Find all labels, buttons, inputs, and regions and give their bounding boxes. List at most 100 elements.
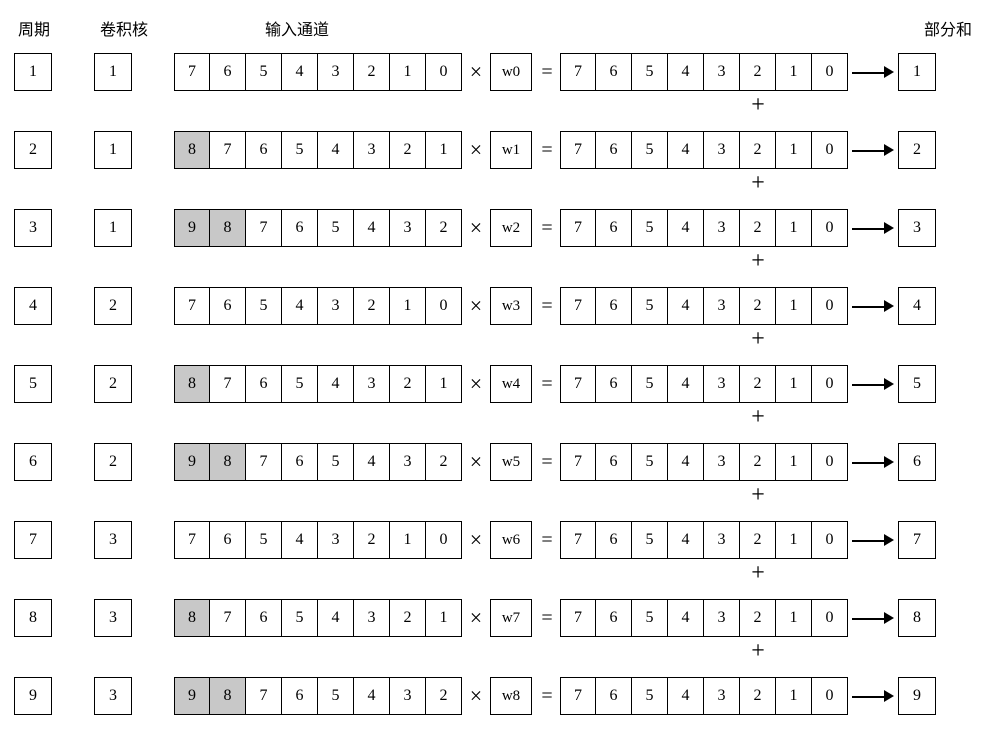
weight-cell: w4: [490, 365, 532, 403]
weight-cell: w3: [490, 287, 532, 325]
header-input: 输入通道: [247, 16, 347, 40]
input-cell: 0: [426, 521, 462, 559]
header-cycle: 周期: [14, 16, 54, 40]
partial-sum-cell: 2: [898, 131, 936, 169]
plus-symbol: +: [744, 404, 772, 431]
input-cell: 5: [246, 287, 282, 325]
input-cell: 8: [210, 443, 246, 481]
output-cell: 0: [812, 599, 848, 637]
equals-symbol: =: [532, 217, 560, 240]
partial-sum-cell: 6: [898, 443, 936, 481]
output-strip: 76543210: [560, 521, 848, 559]
input-cell: 9: [174, 677, 210, 715]
output-cell: 4: [668, 677, 704, 715]
input-cell: 5: [282, 131, 318, 169]
output-cell: 7: [560, 209, 596, 247]
input-cell: 3: [390, 443, 426, 481]
equals-symbol: =: [532, 373, 560, 396]
weight-cell: w6: [490, 521, 532, 559]
input-cell: 6: [210, 53, 246, 91]
output-cell: 4: [668, 443, 704, 481]
arrow-right-icon: [848, 287, 898, 325]
cycle-cell: 5: [14, 365, 52, 403]
plus-symbol: +: [744, 638, 772, 665]
plus-row: +: [12, 560, 988, 586]
kernel-cell: 1: [94, 131, 132, 169]
input-cell: 7: [246, 209, 282, 247]
partial-sum-cell: 1: [898, 53, 936, 91]
input-cell: 3: [318, 53, 354, 91]
output-cell: 1: [776, 677, 812, 715]
input-cell: 2: [390, 599, 426, 637]
input-cell: 5: [282, 599, 318, 637]
output-cell: 5: [632, 131, 668, 169]
output-cell: 7: [560, 443, 596, 481]
output-cell: 3: [704, 365, 740, 403]
input-cell: 2: [390, 131, 426, 169]
weight-cell: w7: [490, 599, 532, 637]
output-cell: 6: [596, 599, 632, 637]
multiply-symbol: ×: [462, 605, 490, 631]
input-cell: 2: [426, 443, 462, 481]
plus-symbol: +: [744, 92, 772, 119]
input-cell: 9: [174, 443, 210, 481]
input-cell: 7: [210, 131, 246, 169]
output-cell: 5: [632, 53, 668, 91]
output-cell: 2: [740, 443, 776, 481]
input-cell: 9: [174, 209, 210, 247]
rows-container: 1176543210×w0=765432101+2187654321×w1=76…: [12, 52, 988, 716]
input-cell: 3: [354, 599, 390, 637]
input-cell: 4: [354, 209, 390, 247]
cycle-cell: 8: [14, 599, 52, 637]
input-cell: 2: [390, 365, 426, 403]
input-cell: 6: [282, 443, 318, 481]
output-cell: 2: [740, 131, 776, 169]
output-cell: 2: [740, 209, 776, 247]
input-channel-strip: 98765432: [174, 209, 462, 247]
input-cell: 2: [354, 287, 390, 325]
input-channel-strip: 98765432: [174, 443, 462, 481]
partial-sum-cell: 9: [898, 677, 936, 715]
output-strip: 76543210: [560, 287, 848, 325]
output-cell: 7: [560, 599, 596, 637]
output-cell: 5: [632, 443, 668, 481]
input-cell: 8: [210, 677, 246, 715]
input-cell: 0: [426, 287, 462, 325]
input-cell: 3: [390, 209, 426, 247]
input-cell: 2: [354, 53, 390, 91]
input-cell: 4: [282, 53, 318, 91]
input-cell: 1: [426, 599, 462, 637]
output-cell: 1: [776, 365, 812, 403]
output-cell: 2: [740, 521, 776, 559]
output-cell: 5: [632, 677, 668, 715]
output-cell: 7: [560, 287, 596, 325]
output-cell: 5: [632, 599, 668, 637]
output-cell: 4: [668, 53, 704, 91]
kernel-cell: 3: [94, 599, 132, 637]
output-cell: 6: [596, 287, 632, 325]
output-cell: 3: [704, 131, 740, 169]
kernel-cell: 2: [94, 365, 132, 403]
output-cell: 3: [704, 521, 740, 559]
output-cell: 7: [560, 677, 596, 715]
cycle-cell: 9: [14, 677, 52, 715]
output-cell: 6: [596, 209, 632, 247]
input-cell: 6: [210, 521, 246, 559]
multiply-symbol: ×: [462, 59, 490, 85]
input-cell: 5: [282, 365, 318, 403]
computation-row: 1176543210×w0=765432101: [12, 52, 988, 92]
output-cell: 6: [596, 677, 632, 715]
input-cell: 1: [426, 131, 462, 169]
computation-row: 9398765432×w8=765432109: [12, 676, 988, 716]
output-cell: 4: [668, 365, 704, 403]
output-strip: 76543210: [560, 599, 848, 637]
plus-row: +: [12, 92, 988, 118]
partial-sum-cell: 8: [898, 599, 936, 637]
cycle-cell: 1: [14, 53, 52, 91]
computation-row: 8387654321×w7=765432108: [12, 598, 988, 638]
input-channel-strip: 87654321: [174, 365, 462, 403]
weight-cell: w8: [490, 677, 532, 715]
kernel-cell: 2: [94, 443, 132, 481]
output-cell: 6: [596, 443, 632, 481]
weight-cell: w0: [490, 53, 532, 91]
